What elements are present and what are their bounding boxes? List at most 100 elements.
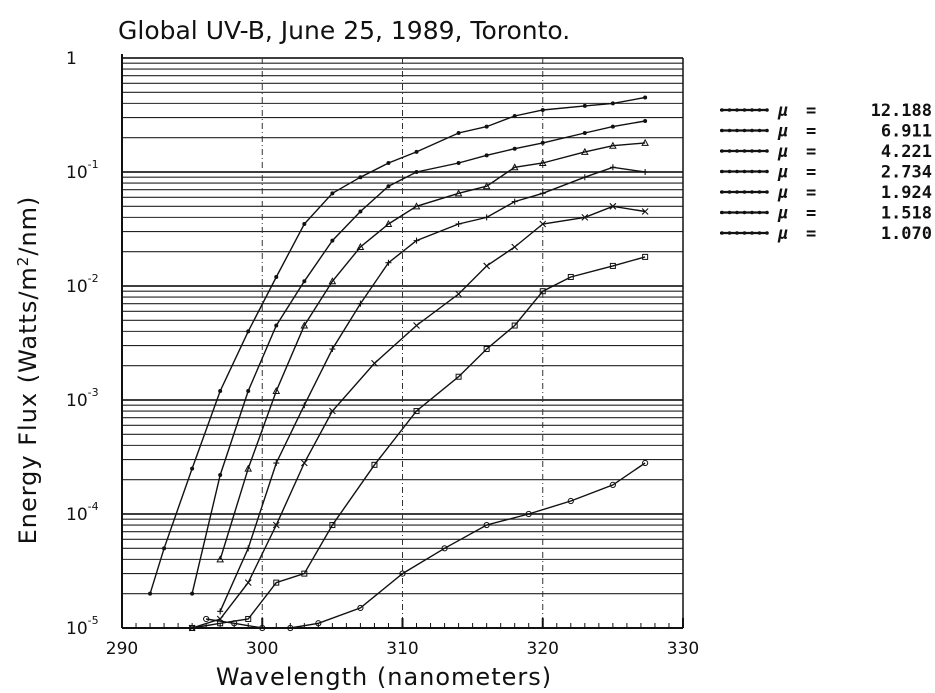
data-point bbox=[315, 620, 322, 627]
data-point bbox=[301, 570, 308, 577]
data-point bbox=[413, 408, 420, 415]
legend-marker bbox=[735, 210, 739, 215]
legend-value: 12.188 bbox=[871, 101, 932, 121]
legend-marker bbox=[720, 190, 724, 194]
data-point bbox=[609, 262, 616, 269]
legend-equals: = bbox=[806, 122, 816, 142]
legend-marker bbox=[750, 190, 754, 194]
data-point bbox=[512, 146, 517, 151]
data-point bbox=[273, 579, 280, 586]
gridlines bbox=[122, 57, 683, 629]
data-point bbox=[456, 160, 461, 165]
x-tick-label: 320 bbox=[527, 639, 559, 659]
data-point bbox=[582, 130, 587, 135]
legend-marker bbox=[742, 231, 747, 235]
x-tick-label: 290 bbox=[106, 639, 138, 659]
data-point bbox=[414, 170, 419, 174]
legend-item: μ = 1.924 bbox=[720, 183, 932, 203]
data-point bbox=[525, 510, 532, 518]
x-tick-label: 330 bbox=[667, 639, 699, 659]
data-point bbox=[642, 253, 649, 260]
data-point bbox=[456, 130, 461, 135]
y-axis-label-tail: /nm) bbox=[14, 196, 42, 256]
data-point bbox=[246, 329, 251, 334]
legend-marker bbox=[750, 169, 754, 174]
legend-value: 1.924 bbox=[881, 183, 932, 203]
data-point bbox=[328, 277, 337, 285]
legend-marker bbox=[735, 128, 739, 133]
series-line bbox=[205, 462, 646, 629]
y-axis-label-main: Energy Flux (Watts/m bbox=[14, 266, 42, 544]
data-point bbox=[216, 555, 225, 563]
series-line bbox=[191, 120, 646, 594]
legend-marker bbox=[727, 210, 732, 215]
data-point bbox=[189, 625, 196, 631]
data-point bbox=[609, 141, 617, 149]
data-point bbox=[246, 388, 251, 393]
legend-marker bbox=[742, 108, 747, 112]
legend-marker bbox=[720, 149, 724, 153]
legend-marker bbox=[757, 108, 762, 112]
data-point bbox=[483, 521, 490, 529]
series-line bbox=[219, 142, 646, 560]
legend-marker bbox=[727, 169, 732, 174]
data-point bbox=[610, 101, 615, 106]
data-point bbox=[216, 615, 224, 623]
chart-title: Global UV-B, June 25, 1989, Toronto. bbox=[118, 16, 570, 45]
legend-equals: = bbox=[806, 101, 816, 121]
data-point bbox=[483, 214, 490, 221]
legend-marker bbox=[750, 210, 754, 215]
data-point bbox=[273, 460, 280, 467]
data-point bbox=[455, 290, 462, 298]
data-point bbox=[301, 402, 308, 409]
data-point bbox=[413, 322, 420, 329]
data-point bbox=[511, 322, 518, 329]
data-point bbox=[414, 149, 419, 154]
legend-marker bbox=[757, 231, 762, 235]
y-tick-label: 10-3 bbox=[66, 386, 99, 411]
data-point bbox=[454, 189, 463, 197]
legend-marker bbox=[750, 149, 754, 153]
data-point bbox=[329, 346, 336, 353]
data-point bbox=[385, 259, 392, 266]
legend-marker bbox=[750, 108, 754, 112]
legend-value: 2.734 bbox=[881, 163, 932, 183]
y-tick-label: 10-4 bbox=[66, 500, 99, 525]
data-point bbox=[641, 208, 649, 215]
data-point bbox=[386, 184, 391, 189]
data-point bbox=[399, 570, 406, 577]
data-point bbox=[581, 174, 588, 181]
legend-mu: μ bbox=[777, 224, 788, 244]
legend-marker bbox=[735, 108, 739, 112]
data-point bbox=[540, 140, 545, 145]
data-point bbox=[245, 615, 252, 622]
legend-marker bbox=[757, 169, 762, 174]
legend-marker bbox=[735, 231, 739, 235]
legend-equals: = bbox=[806, 183, 816, 203]
legend-marker bbox=[757, 210, 762, 215]
data-point bbox=[567, 497, 574, 505]
legend-marker bbox=[735, 149, 739, 153]
legend-marker bbox=[720, 210, 724, 215]
legend-marker bbox=[765, 231, 769, 235]
data-point bbox=[218, 472, 223, 477]
y-tick-label: 10-2 bbox=[66, 272, 99, 297]
data-point bbox=[642, 459, 649, 467]
legend-item: μ = 12.188 bbox=[720, 101, 932, 121]
data-point bbox=[609, 164, 616, 171]
legend-marker bbox=[765, 190, 769, 194]
data-point bbox=[386, 160, 391, 165]
y-axis-label: Energy Flux (Watts/m2/nm) bbox=[14, 196, 42, 545]
data-point bbox=[203, 615, 210, 623]
legend-mu: μ bbox=[777, 183, 788, 203]
legend-value: 4.221 bbox=[881, 142, 932, 162]
data-point bbox=[371, 359, 378, 367]
legend-mu: μ bbox=[777, 163, 788, 183]
legend-marker bbox=[757, 128, 762, 133]
legend-marker bbox=[727, 231, 732, 235]
data-point bbox=[511, 198, 518, 205]
y-tick-label: 1 bbox=[66, 49, 77, 69]
data-point bbox=[217, 620, 224, 627]
legend-marker bbox=[720, 231, 724, 235]
